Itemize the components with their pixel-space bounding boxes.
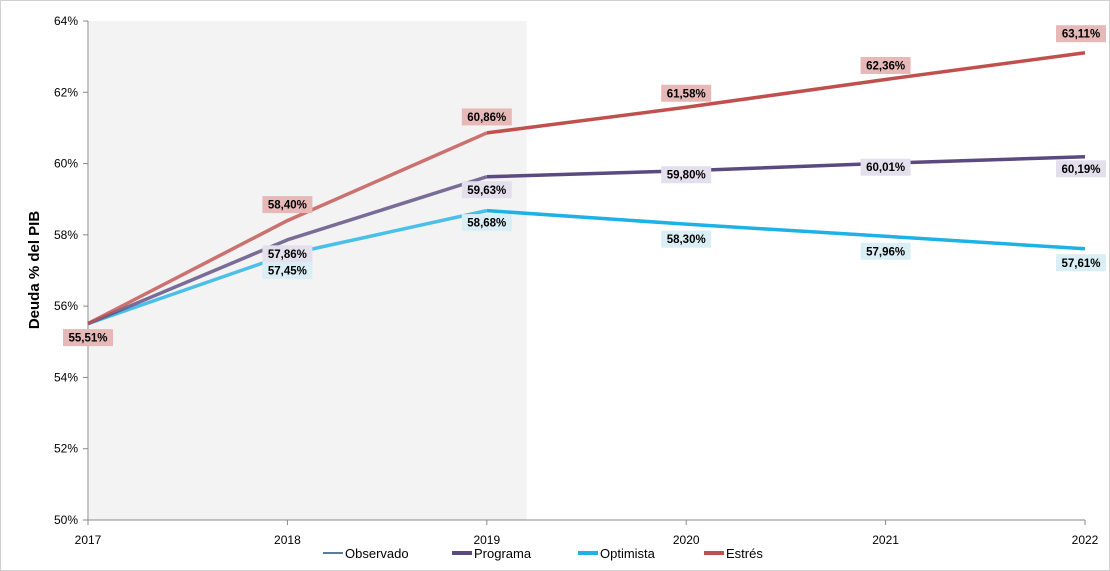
data-label: 60,01% — [866, 162, 905, 174]
data-label: 60,19% — [1061, 164, 1100, 176]
data-label: 55,51% — [68, 333, 107, 345]
data-label: 61,58% — [667, 88, 706, 100]
y-tick-label: 54% — [54, 370, 78, 384]
series-lines — [87, 50, 1086, 326]
y-tick-label: 60% — [54, 157, 78, 171]
data-labels: 57,86% 59,63% 59,80% 60,01% 60,19% 57,45% 58,6… — [63, 25, 1106, 347]
series-line-programa — [486, 155, 1086, 179]
data-label-bg — [1056, 254, 1106, 272]
x-ticks: 2017 2018 2019 2020 2021 2022 — [75, 520, 1099, 547]
data-label-bg — [262, 245, 313, 263]
x-tick-label: 2018 — [274, 533, 301, 547]
legend-entry: Estrés — [726, 546, 763, 561]
data-label-bg — [661, 166, 712, 184]
data-label-bg — [63, 329, 113, 347]
data-label: 59,80% — [667, 170, 706, 182]
legend-entry: Programa — [474, 546, 532, 561]
x-tick-label: 2020 — [673, 533, 700, 547]
data-label-bg — [661, 230, 712, 248]
x-tick-label: 2022 — [1072, 533, 1099, 547]
data-label: 59,63% — [467, 185, 506, 197]
data-label: 57,96% — [866, 246, 905, 258]
data-label: 57,61% — [1061, 258, 1100, 270]
data-label-bg — [860, 242, 911, 260]
data-label-bg — [262, 261, 313, 279]
y-ticks: 50% 52% 54% 56% 58% 60% 62% 64% — [54, 14, 88, 527]
y-tick-label: 50% — [54, 513, 78, 527]
y-tick-label: 56% — [54, 299, 78, 313]
x-tick-label: 2017 — [75, 533, 102, 547]
legend-entry: Observado — [345, 546, 409, 561]
legend-entry: Optimista — [600, 546, 656, 561]
y-tick-label: 64% — [54, 14, 78, 28]
series-line-programa-observed — [87, 175, 488, 326]
series-line-estres-observed — [87, 131, 488, 326]
data-label: 62,36% — [866, 60, 905, 72]
y-axis-label: Deuda % del PIB — [26, 211, 43, 330]
data-label-bg — [860, 158, 911, 176]
data-label: 58,68% — [467, 218, 506, 230]
data-label: 58,40% — [268, 200, 307, 212]
legend: Observado Programa Optimista Estrés — [323, 546, 763, 561]
data-label-bg — [1056, 25, 1106, 43]
y-tick-label: 52% — [54, 442, 78, 456]
data-label-bg — [461, 181, 512, 199]
axes — [87, 21, 1085, 521]
series-line-optimista — [486, 208, 1086, 251]
data-label-bg — [661, 84, 712, 102]
data-label-bg — [262, 196, 313, 214]
data-label: 63,11% — [1062, 29, 1100, 41]
data-label-bg — [860, 56, 911, 74]
series-line-estres — [486, 50, 1086, 135]
y-tick-label: 58% — [54, 228, 78, 242]
x-tick-label: 2019 — [473, 533, 500, 547]
x-tick-label: 2021 — [872, 533, 899, 547]
data-label: 57,45% — [268, 265, 307, 277]
data-label-bg — [461, 108, 512, 126]
y-tick-label: 62% — [54, 85, 78, 99]
data-label: 58,30% — [667, 234, 706, 246]
data-label: 60,86% — [467, 112, 506, 124]
data-label: 57,86% — [268, 249, 307, 261]
data-label-bg — [1056, 160, 1106, 178]
data-label-bg — [461, 214, 512, 232]
